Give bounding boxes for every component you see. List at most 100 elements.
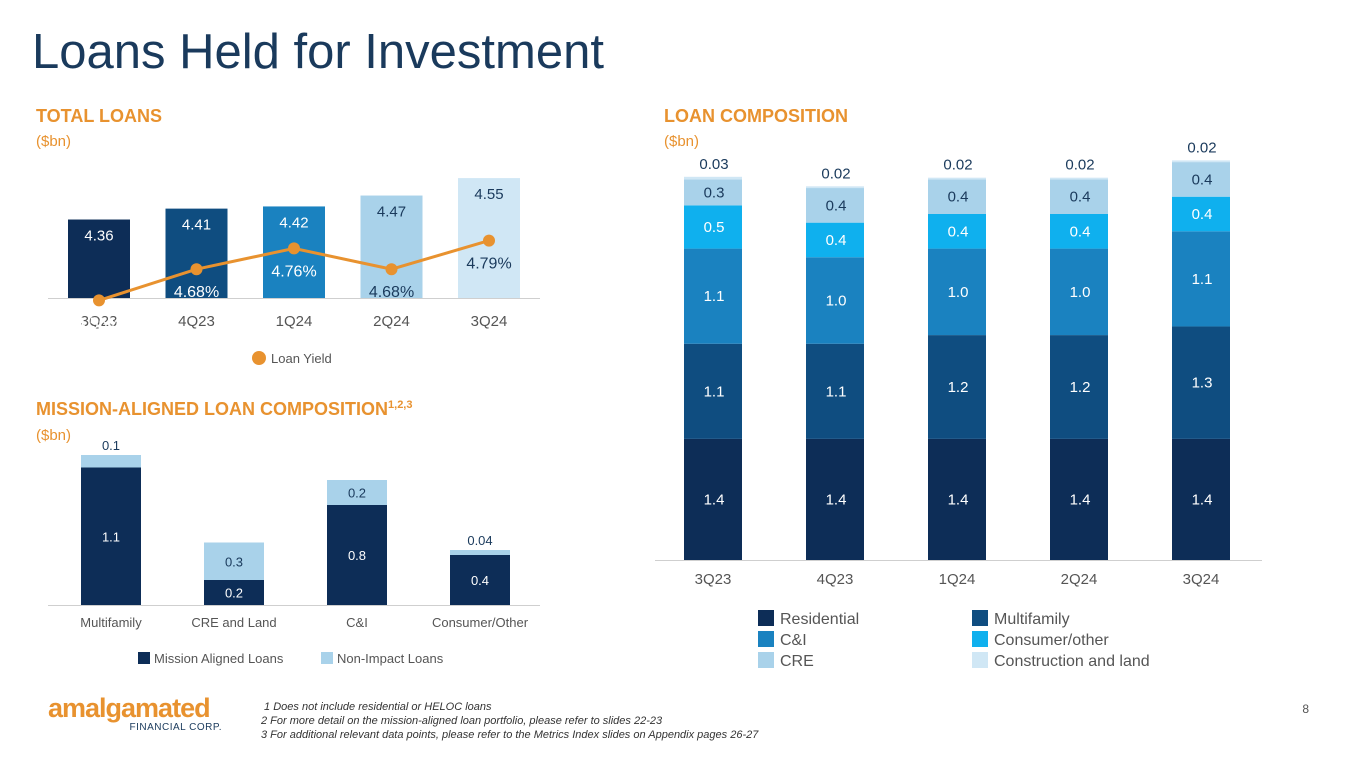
loan-yield-legend-marker	[252, 351, 266, 365]
company-logo: amalgamated FINANCIAL CORP.	[48, 694, 228, 733]
mission-aligned-value-label: 1.1	[102, 529, 120, 544]
total-loans-value-label: 4.41	[182, 217, 211, 234]
loan-composition-bar-3q23-construction-and-land	[684, 176, 742, 180]
loan-composition-bar-1q24-construction-and-land	[928, 177, 986, 180]
loan-composition-value-label: 1.4	[1192, 491, 1213, 508]
page-number: 8	[1302, 702, 1309, 716]
loan-composition-category-label: 3Q24	[1183, 571, 1220, 588]
total-loans-heading: TOTAL LOANS	[36, 106, 162, 126]
loan-composition-bar-3q24-c-i	[1172, 231, 1230, 327]
loan-composition-bar-1q24-residential	[928, 438, 986, 560]
logo-subtitle: FINANCIAL CORP.	[129, 722, 222, 733]
footnotes: 1 Does not include residential or HELOC …	[261, 700, 758, 742]
mission-aligned-bar-multifamily-mission-aligned-loans	[81, 467, 141, 605]
loan-composition-value-label: 0.5	[704, 219, 725, 236]
mission-aligned-bar-cre-and-land-mission-aligned-loans	[204, 580, 264, 605]
loan-composition-value-label: 1.1	[1192, 271, 1213, 288]
mission-aligned-bar-consumer-other-non-impact-loans	[450, 550, 510, 555]
mission-aligned-legend-swatch-mission-aligned-loans	[138, 652, 150, 664]
loan-composition-value-label: 1.0	[826, 293, 847, 310]
loan-composition-bar-4q23-consumer-other	[806, 222, 864, 258]
loan-composition-value-label: 1.1	[704, 288, 725, 305]
loan-composition-value-label: 1.2	[1070, 379, 1091, 396]
mission-aligned-category-label: Multifamily	[80, 615, 142, 630]
loan-composition-bar-1q24-consumer-other	[928, 214, 986, 249]
loan-composition-bar-2q24-construction-and-land	[1050, 177, 1108, 180]
mission-aligned-unit: ($bn)	[36, 427, 72, 444]
loan-composition-bar-2q24-cre	[1050, 179, 1108, 214]
page-title: Loans Held for Investment	[32, 25, 604, 79]
loan-composition-bar-3q23-cre	[684, 179, 742, 206]
loan-yield-point	[385, 263, 398, 276]
loan-composition-legend-swatch-construction-and-land	[972, 652, 988, 668]
loan-composition-value-label: 0.02	[821, 165, 850, 182]
mission-aligned-legend-label: Mission Aligned Loans	[154, 651, 284, 666]
loan-composition-legend-label: Multifamily	[994, 611, 1070, 628]
loan-composition-bar-2q24-residential	[1050, 438, 1108, 560]
loan-composition-bar-4q23-residential	[806, 438, 864, 560]
loan-composition-bar-1q24-c-i	[928, 248, 986, 336]
loan-composition-legend-label: C&I	[780, 632, 807, 649]
total-loans-bar-2q24	[360, 195, 423, 298]
loan-composition-value-label: 1.0	[948, 284, 969, 301]
mission-aligned-value-label: 0.2	[348, 486, 366, 501]
mission-aligned-bar-cre-and-land-non-impact-loans	[204, 542, 264, 580]
loan-composition-value-label: 1.0	[1070, 284, 1091, 301]
total-loans-bar-3q23	[68, 219, 130, 298]
loan-composition-value-label: 1.3	[1192, 375, 1213, 392]
total-loans-category-label: 3Q23	[81, 313, 118, 330]
loan-yield-legend-label: Loan Yield	[271, 351, 332, 366]
loan-composition-value-label: 0.4	[1192, 171, 1213, 188]
loan-composition-value-label: 1.4	[948, 491, 969, 508]
mission-aligned-bar-multifamily-non-impact-loans	[81, 455, 141, 468]
loan-composition-heading: LOAN COMPOSITION	[664, 106, 848, 126]
mission-aligned-value-label: 0.8	[348, 548, 366, 563]
total-loans-value-label: 4.42	[279, 214, 308, 231]
mission-aligned-category-label: C&I	[346, 615, 368, 630]
loan-composition-category-label: 4Q23	[817, 571, 854, 588]
loan-composition-bar-2q24-multifamily	[1050, 335, 1108, 439]
mission-aligned-bar-c-i-mission-aligned-loans	[327, 505, 387, 605]
loan-composition-value-label: 0.4	[826, 232, 847, 249]
loan-composition-legend-swatch-cre	[758, 652, 774, 668]
mission-aligned-legend-label: Non-Impact Loans	[337, 651, 444, 666]
loan-composition-value-label: 0.02	[943, 157, 972, 174]
loan-composition-category-label: 3Q23	[695, 571, 732, 588]
mission-aligned-category-label: CRE and Land	[191, 615, 276, 630]
loan-composition-legend-swatch-residential	[758, 610, 774, 626]
loan-composition-bar-3q23-multifamily	[684, 343, 742, 439]
loan-composition-legend-label: Residential	[780, 611, 859, 628]
loan-yield-point	[93, 294, 105, 307]
loan-composition-value-label: 0.02	[1065, 157, 1094, 174]
loan-composition-bar-4q23-c-i	[806, 257, 864, 344]
loan-composition-legend-label: Consumer/other	[994, 632, 1109, 649]
total-loans-value-label: 4.36	[84, 228, 113, 245]
loan-composition-bar-3q23-consumer-other	[684, 205, 742, 249]
loan-composition-bar-3q24-consumer-other	[1172, 196, 1230, 232]
loan-composition-value-label: 0.4	[948, 189, 969, 206]
total-loans-value-label: 4.55	[474, 186, 503, 203]
loan-composition-legend-swatch-multifamily	[972, 610, 988, 626]
mission-aligned-value-label: 0.04	[467, 533, 492, 548]
total-loans-value-label: 4.47	[377, 204, 406, 221]
mission-aligned-value-label: 0.2	[225, 586, 243, 601]
loan-composition-value-label: 1.4	[1070, 491, 1091, 508]
loan-composition-value-label: 1.1	[704, 383, 725, 400]
loan-composition-bar-4q23-multifamily	[806, 343, 864, 439]
mission-aligned-heading: MISSION-ALIGNED LOAN COMPOSITION1,2,3	[36, 399, 412, 420]
loan-composition-category-label: 2Q24	[1061, 571, 1098, 588]
loan-composition-value-label: 1.1	[826, 383, 847, 400]
total-loans-category-label: 2Q24	[373, 313, 410, 330]
loan-composition-legend-label: Construction and land	[994, 653, 1150, 670]
loan-composition-bar-3q23-c-i	[684, 248, 742, 344]
total-loans-bar-4q23	[165, 208, 228, 298]
loan-composition-value-label: 1.2	[948, 379, 969, 396]
footnote-1: 1 Does not include residential or HELOC …	[261, 701, 492, 713]
loan-composition-value-label: 0.3	[704, 184, 725, 201]
loan-yield-point	[483, 234, 495, 247]
loan-composition-value-label: 0.4	[1070, 189, 1091, 206]
mission-aligned-value-label: 0.4	[471, 573, 489, 588]
